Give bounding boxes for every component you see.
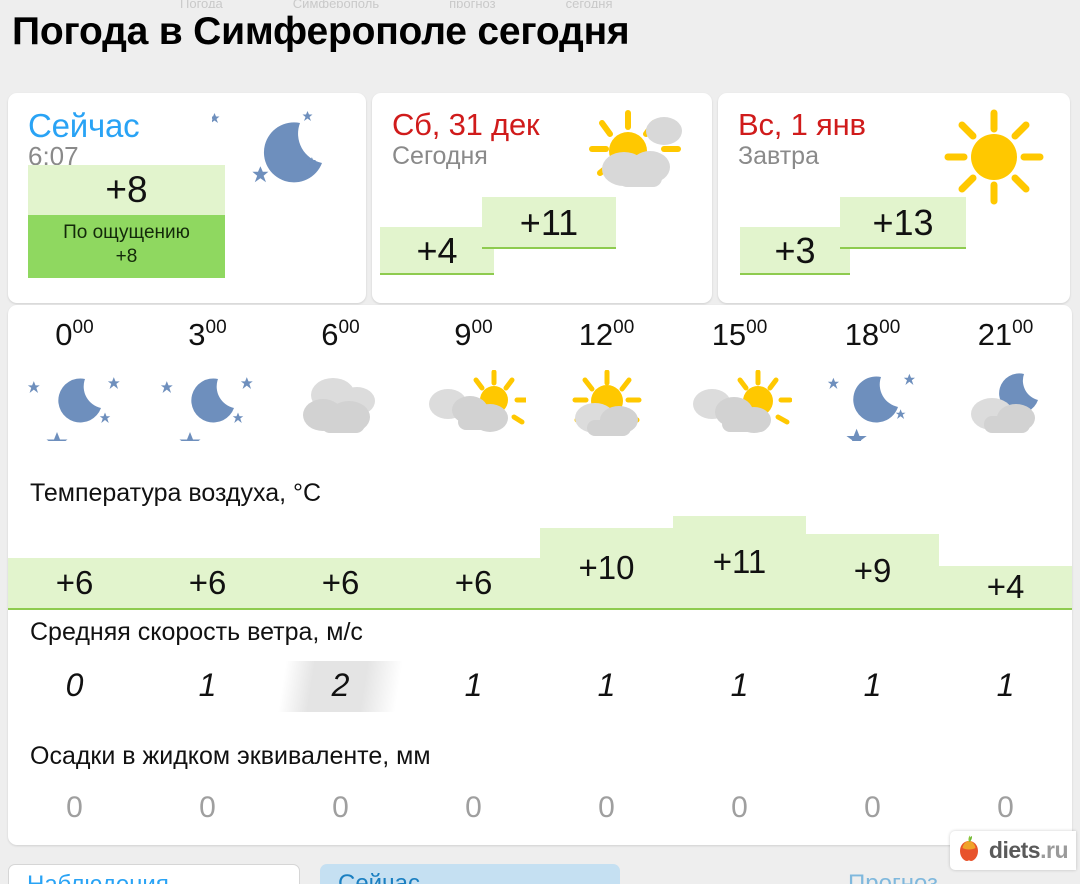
precipitation-value: 0 <box>598 791 615 824</box>
hour-label: 300 <box>188 317 227 352</box>
hour-cell: 000 <box>8 317 141 353</box>
observations-button[interactable]: Наблюдения <box>8 864 300 884</box>
tomorrow-relative: Завтра <box>738 141 819 170</box>
temp-bar: +6 <box>274 558 407 610</box>
tomorrow-high-temp: +13 <box>840 197 966 249</box>
temp-bar: +9 <box>806 534 939 610</box>
clear-night-icon <box>209 109 332 210</box>
cloudy-icon <box>274 371 407 441</box>
partly-cloudy-day-icon <box>407 370 540 442</box>
feels-like-label: По ощущению <box>63 222 190 243</box>
hour-cell: 1500 <box>673 317 806 353</box>
forecast-card-today[interactable]: Сб, 31 дек Сегодня <box>372 93 712 303</box>
forecast-button[interactable]: Прогноз <box>848 870 938 884</box>
hour-label: 900 <box>454 317 493 352</box>
bottom-button-bar: Наблюдения Сейчас Прогноз <box>8 864 1072 884</box>
wind-value-highlighted: 2 <box>274 667 407 704</box>
hour-cell: 1200 <box>540 317 673 353</box>
cut-off-text-0: Погода <box>180 0 223 8</box>
temperature-step-chart: +6 +6 +6 +6 +10 +11 +9 +4 <box>8 510 1072 610</box>
feels-like-value: +8 <box>115 245 138 267</box>
hour-labels-row: 000 300 600 900 1200 1500 1800 2100 <box>8 317 1072 353</box>
temp-bar: +10 <box>540 528 673 610</box>
tomorrow-temp-range: +3 +13 <box>718 195 1070 275</box>
watermark-text: diets.ru <box>988 837 1069 863</box>
temp-bar: +4 <box>939 566 1072 610</box>
hour-label: 1200 <box>578 317 635 352</box>
hour-label: 1500 <box>711 317 768 352</box>
hourly-forecast-panel: 000 300 600 900 1200 1500 1800 2100 <box>8 305 1072 845</box>
today-high-temp: +11 <box>482 197 616 249</box>
temp-bar: +6 <box>407 558 540 610</box>
precipitation-value: 0 <box>864 791 881 824</box>
current-weather-card[interactable]: Сейчас 6:07 +8 По ощущению +8 <box>8 93 366 303</box>
current-label: Сейчас <box>28 107 140 144</box>
precipitation-value: 0 <box>66 791 83 824</box>
cloudy-night-icon <box>939 370 1072 442</box>
tomorrow-card-header: Вс, 1 янв Завтра <box>738 107 866 170</box>
precipitation-section-title: Осадки в жидком эквиваленте, мм <box>30 742 431 770</box>
partly-cloudy-day-icon <box>673 370 806 442</box>
today-relative: Сегодня <box>392 141 488 170</box>
hour-cell: 1800 <box>806 317 939 353</box>
hour-cell: 300 <box>141 317 274 353</box>
sun-behind-cloud-icon <box>540 370 673 442</box>
cut-off-text-2: прогноз <box>449 0 496 8</box>
hour-cell: 900 <box>407 317 540 353</box>
hour-label: 1800 <box>844 317 901 352</box>
feels-like-block: По ощущению +8 <box>28 215 225 278</box>
cut-off-text-3: сегодня <box>565 0 613 8</box>
tomorrow-date: Вс, 1 янв <box>738 107 866 142</box>
temp-bar: +6 <box>8 558 141 610</box>
current-temperature: +8 <box>28 165 225 215</box>
precipitation-values-row: 0 0 0 0 0 0 0 0 <box>8 783 1072 833</box>
temp-bar: +6 <box>141 558 274 610</box>
summary-cards-row: Сейчас 6:07 +8 По ощущению +8 <box>8 93 1072 303</box>
cut-off-top-strip: Погода Симферополь прогноз сегодня <box>0 0 1080 8</box>
forecast-card-tomorrow[interactable]: Вс, 1 янв Завтра <box>718 93 1070 303</box>
page-title: Погода в Симферополе сегодня <box>12 10 630 53</box>
clear-night-icon <box>806 371 939 441</box>
temperature-section-title: Температура воздуха, °C <box>30 479 322 507</box>
hour-cell: 600 <box>274 317 407 353</box>
hour-cell: 2100 <box>939 317 1072 353</box>
wind-value: 0 <box>65 666 84 703</box>
temp-bar: +11 <box>673 516 806 610</box>
now-tab-button[interactable]: Сейчас <box>320 864 620 884</box>
wind-value: 1 <box>464 666 483 703</box>
today-date: Сб, 31 дек <box>392 107 540 142</box>
wind-value: 1 <box>730 666 749 703</box>
hour-label: 2100 <box>977 317 1034 352</box>
tomorrow-low-temp: +3 <box>740 227 850 275</box>
precipitation-value: 0 <box>731 791 748 824</box>
clear-night-icon <box>8 371 141 441</box>
hour-label: 000 <box>55 317 94 352</box>
wind-value: 1 <box>996 666 1015 703</box>
diets-ru-watermark: diets.ru <box>949 831 1076 870</box>
precipitation-value: 0 <box>997 791 1014 824</box>
hour-label: 600 <box>321 317 360 352</box>
wind-value: 1 <box>597 666 616 703</box>
today-temp-range: +4 +11 <box>372 195 712 275</box>
today-low-temp: +4 <box>380 227 494 275</box>
partly-cloudy-day-icon <box>578 107 688 204</box>
hourly-icons-row <box>8 367 1072 445</box>
precipitation-value: 0 <box>199 791 216 824</box>
today-card-header: Сб, 31 дек Сегодня <box>392 107 540 170</box>
current-temperature-block: +8 По ощущению +8 <box>28 165 225 278</box>
wind-value: 1 <box>863 666 882 703</box>
wind-section-title: Средняя скорость ветра, м/с <box>30 618 363 646</box>
cut-off-text-1: Симферополь <box>292 0 380 8</box>
precipitation-value: 0 <box>465 791 482 824</box>
wind-values-row: 0 1 2 1 1 1 1 1 <box>8 655 1072 715</box>
apple-icon <box>956 834 982 867</box>
precipitation-value: 0 <box>332 791 349 824</box>
sunny-icon <box>942 107 1046 212</box>
current-card-header: Сейчас 6:07 <box>28 107 140 172</box>
clear-night-icon <box>141 371 274 441</box>
wind-value: 1 <box>198 666 217 703</box>
